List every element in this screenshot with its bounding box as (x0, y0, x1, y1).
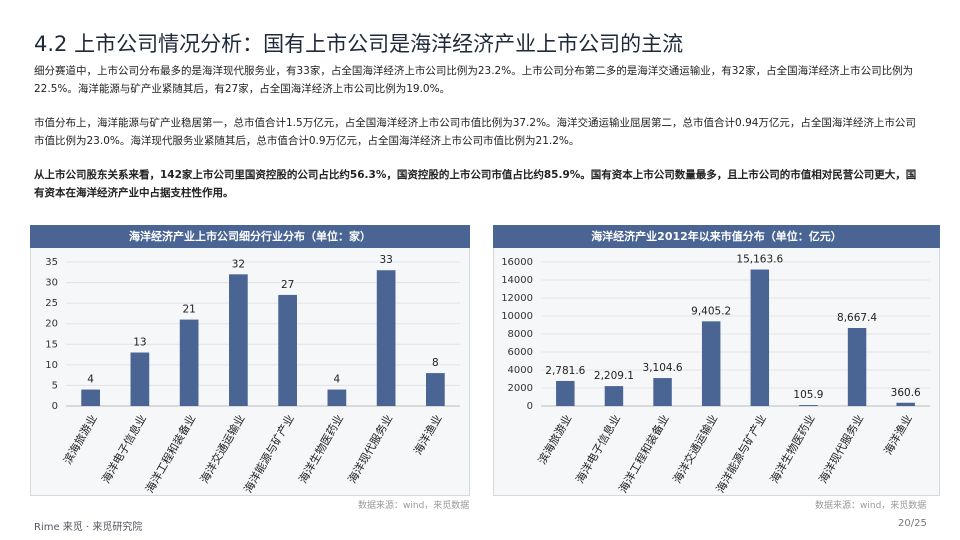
bar (799, 405, 818, 406)
data-label: 33 (379, 254, 392, 266)
chart-title: 海洋经济产业2012年以来市值分布（单位：亿元） (591, 229, 842, 243)
chart: 海洋经济产业2012年以来市值分布（单位：亿元） 0 2000 4000 6000 800… (493, 225, 940, 496)
y-tick-label: 12000 (501, 293, 533, 304)
source: 数据来源：wind，来觅数据 (815, 501, 927, 511)
paragraph: 从上市公司股东关系来看，142家上市公司里国资控股的公司占比约56.3%，国资控… (34, 169, 917, 199)
data-label: 27 (281, 279, 294, 291)
chart: 海洋经济产业上市公司细分行业分布（单位：家）051015202530354滨海旅… (30, 225, 470, 496)
data-label: 8,667.4 (837, 312, 877, 324)
bar (750, 269, 770, 406)
y-tick-label: 10000 (501, 311, 533, 322)
data-label: 13 (133, 337, 146, 349)
bar (327, 389, 347, 406)
data-label: 3,104.6 (643, 362, 683, 374)
y-tick-label: 6000 (508, 347, 533, 358)
bar (556, 380, 575, 406)
slide-title: 4.2 上市公司情况分析：国有上市公司是海洋经济产业上市公司的主流 (34, 32, 684, 56)
bar (653, 378, 672, 406)
chart-title: 海洋经济产业上市公司细分行业分布（单位：家） (129, 229, 371, 243)
data-label: 15,163.6 (736, 254, 783, 266)
panel (30, 225, 470, 496)
bar (426, 373, 445, 406)
source: 数据来源：wind，来觅数据 (358, 501, 470, 511)
brand: Rime 来觅 · 来觅研究院 (34, 522, 143, 533)
y-tick-label: 16000 (501, 257, 533, 268)
bar (701, 321, 721, 406)
bar (81, 389, 100, 406)
data-label: 4 (334, 374, 341, 386)
panel-header (30, 225, 470, 248)
bar (896, 402, 915, 406)
data-label: 2,781.6 (545, 365, 585, 377)
data-label: 21 (182, 304, 195, 316)
data-label: 4 (87, 374, 94, 386)
panel-header (493, 225, 940, 248)
y-tick-label: 8000 (508, 329, 533, 340)
data-label: 105.9 (793, 389, 823, 401)
bar (278, 294, 297, 406)
page-number: 20/25 (898, 518, 927, 529)
data-label: 360.6 (891, 387, 921, 399)
y-tick-label: 25 (45, 298, 58, 309)
bar (179, 319, 199, 406)
paragraph: 细分赛道中，上市公司分布最多的是海洋现代服务业，有33家，占全国海洋经济上市公司… (34, 65, 914, 95)
bar (130, 352, 150, 406)
y-tick-label: 4000 (508, 365, 533, 376)
data-label: 8 (432, 357, 439, 369)
y-tick-label: 20 (45, 319, 58, 330)
paragraph: 市值分布上，海洋能源与矿产业稳居第一，总市值合计1.5万亿元，占全国海洋经济上市… (34, 117, 916, 147)
y-tick-label: 14000 (501, 275, 533, 286)
y-tick-label: 0 (52, 401, 58, 412)
y-tick-label: 5 (52, 380, 58, 391)
bar (847, 327, 867, 406)
y-tick-label: 30 (45, 278, 58, 289)
y-tick-label: 35 (45, 257, 58, 268)
y-tick-label: 0 (527, 401, 533, 412)
bar (376, 270, 396, 406)
bar (604, 386, 624, 406)
data-label: 9,405.2 (691, 305, 731, 317)
y-tick-label: 15 (45, 339, 58, 350)
y-tick-label: 2000 (508, 383, 533, 394)
data-label: 2,209.1 (594, 370, 634, 382)
y-tick-label: 10 (45, 360, 58, 371)
bar (229, 274, 248, 406)
data-label: 32 (232, 258, 245, 270)
